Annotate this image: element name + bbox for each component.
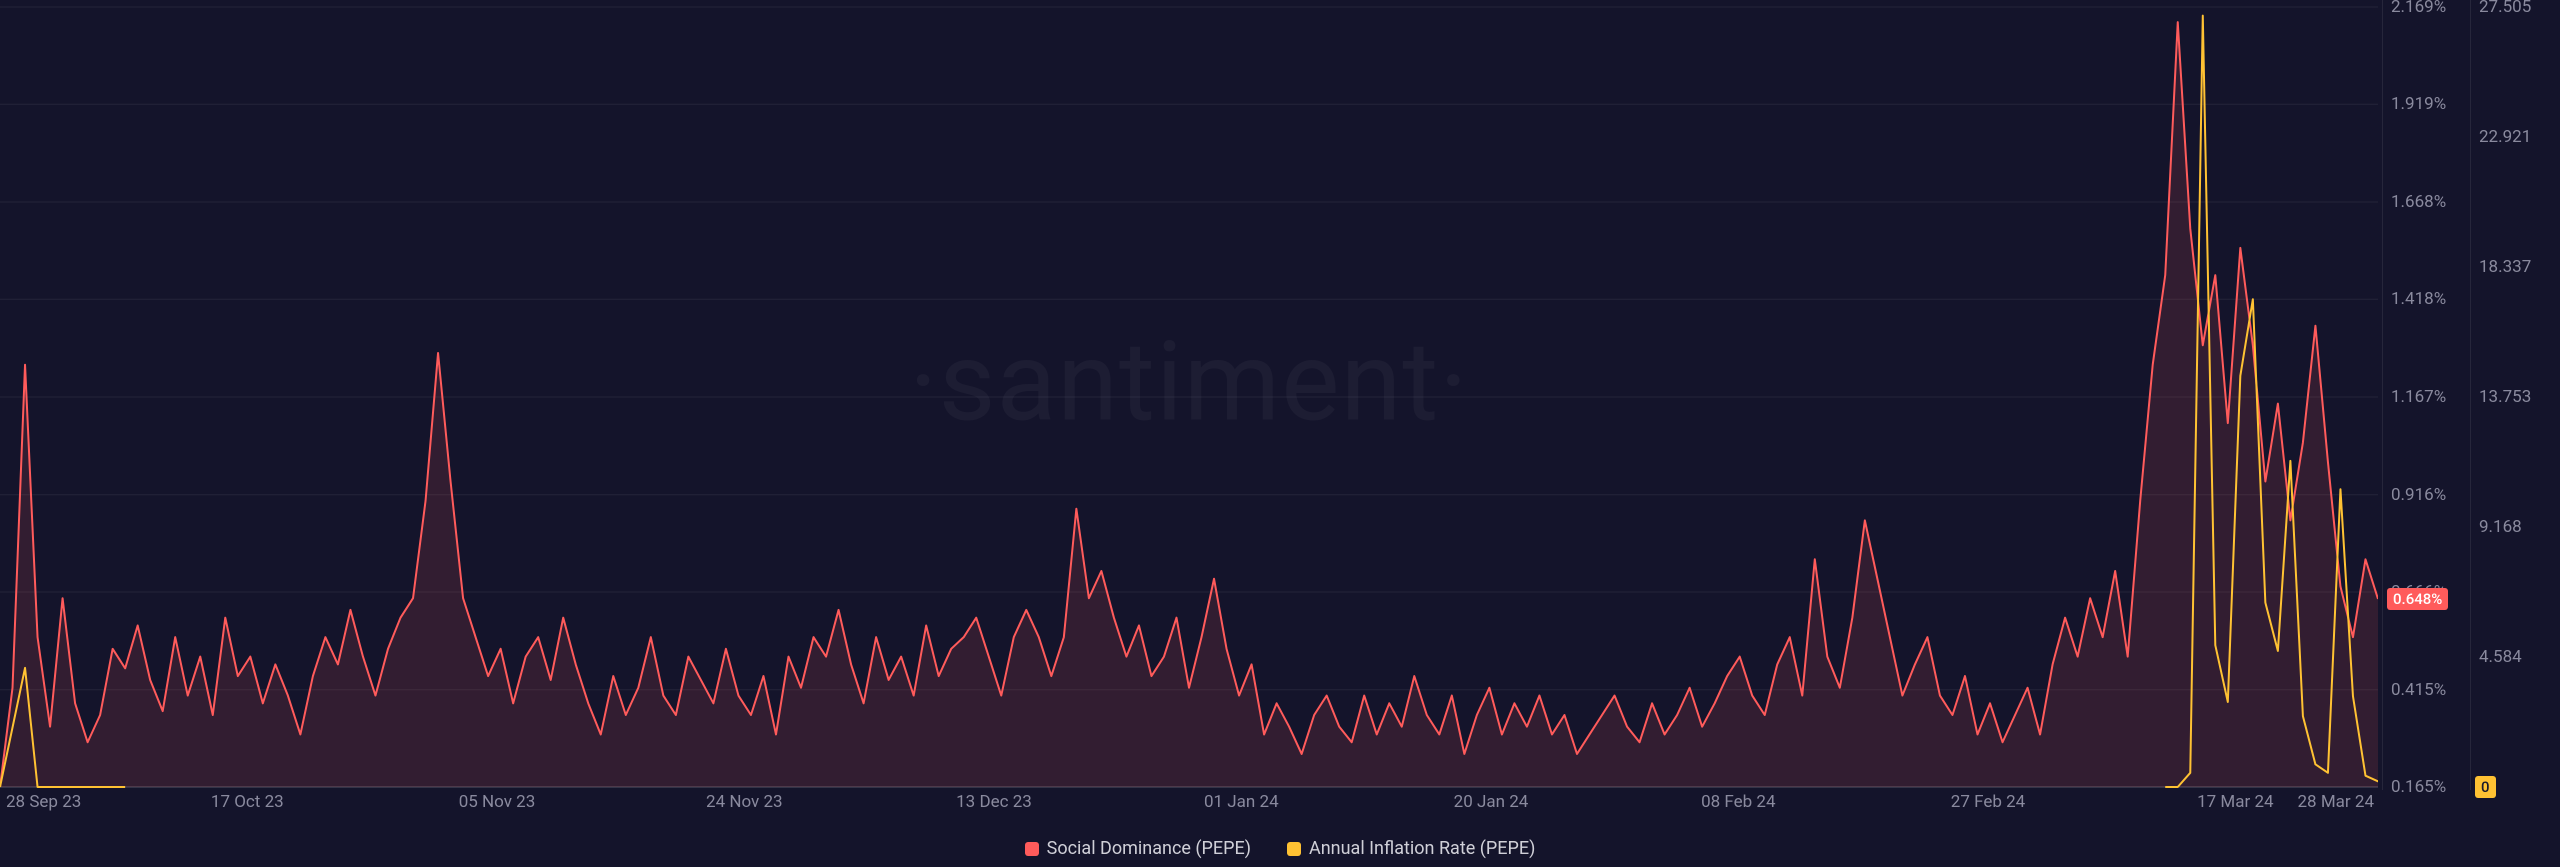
y-axis-tick: 2.169%: [2383, 0, 2446, 17]
y-axis-tick: 4.584: [2471, 647, 2522, 667]
x-axis-tick: 27 Feb 24: [1951, 792, 2025, 812]
y-axis-tick: 0.916%: [2383, 485, 2446, 505]
legend-swatch: [1287, 842, 1301, 856]
y-axis-tick: 22.921: [2471, 127, 2531, 147]
x-axis-tick: 28 Mar 24: [2298, 792, 2375, 812]
current-value-badge: 0.648%: [2387, 588, 2448, 610]
y-axis-tick: 18.337: [2471, 257, 2531, 277]
y-axis-tick: 0.415%: [2383, 680, 2446, 700]
x-axis-tick: 20 Jan 24: [1454, 792, 1529, 812]
y-axis-tick: 1.919%: [2383, 94, 2446, 114]
x-axis-tick: 13 Dec 23: [956, 792, 1032, 812]
y-axis-tick: 0.165%: [2383, 777, 2446, 797]
chart-plot-area[interactable]: ·santiment·: [0, 0, 2378, 790]
y-axis-tick: 1.668%: [2383, 192, 2446, 212]
legend-swatch: [1025, 842, 1039, 856]
x-axis-tick: 01 Jan 24: [1204, 792, 1279, 812]
legend-item-social-dominance[interactable]: Social Dominance (PEPE): [1025, 838, 1251, 859]
x-axis-tick: 17 Oct 23: [211, 792, 284, 812]
x-axis-tick: 08 Feb 24: [1701, 792, 1775, 812]
y-axis-tick: 9.168: [2471, 517, 2522, 537]
x-axis-tick: 05 Nov 23: [459, 792, 536, 812]
legend-label: Social Dominance (PEPE): [1047, 838, 1251, 859]
x-axis-tick: 24 Nov 23: [706, 792, 783, 812]
y-axis-left-series: 2.169%1.919%1.668%1.418%1.167%0.916%0.66…: [2382, 0, 2462, 790]
y-axis-right-series: 27.50522.92118.33713.7539.1684.58400: [2470, 0, 2560, 790]
y-axis-tick: 1.167%: [2383, 387, 2446, 407]
y-axis-tick: 1.418%: [2383, 289, 2446, 309]
legend-label: Annual Inflation Rate (PEPE): [1309, 838, 1535, 859]
current-value-badge: 0: [2475, 776, 2496, 798]
chart-legend: Social Dominance (PEPE) Annual Inflation…: [0, 838, 2560, 859]
legend-item-annual-inflation[interactable]: Annual Inflation Rate (PEPE): [1287, 838, 1535, 859]
y-axis-tick: 13.753: [2471, 387, 2531, 407]
x-axis-tick: 28 Sep 23: [6, 792, 81, 812]
x-axis-tick: 17 Mar 24: [2197, 792, 2274, 812]
y-axis-tick: 27.505: [2471, 0, 2531, 17]
